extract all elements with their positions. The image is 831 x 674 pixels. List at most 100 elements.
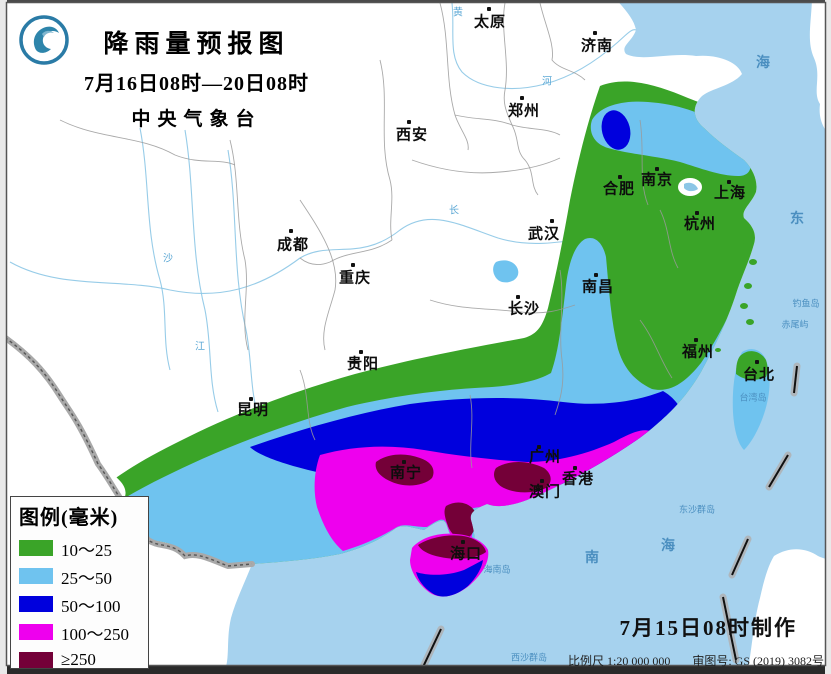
dash-segment [722,596,737,661]
city-label-长沙: 长沙 [507,300,541,318]
city-dot-武汉 [550,219,554,223]
hainan-island [410,533,489,597]
legend-label: 25～50 [61,568,112,588]
river-label-长: 长 [449,205,459,217]
title-block: 降雨量预报图 7月16日08时—20日08时 中央气象台 [84,24,309,131]
legend-row: 100～250 [19,618,148,646]
taiwan-island [732,349,770,450]
legend-row: 10～25 [19,534,148,562]
dash-segment [731,538,749,576]
river-label-江: 江 [195,341,205,353]
frame-left [0,0,7,674]
rain-250-leizhou-blob [444,502,476,540]
legend-row: 50～100 [19,590,148,618]
frame-top [0,0,831,3]
city-label-福州: 福州 [681,343,715,361]
legend-label: 50～100 [61,596,121,616]
map-valid-period: 7月16日08时—20日08时 [84,73,309,95]
city-dot-福州 [694,338,698,342]
cma-logo-icon [19,15,69,65]
city-dot-成都 [289,229,293,233]
map-neatline [5,1,827,667]
city-label-杭州: 杭州 [683,215,717,233]
issuing-agency: 中央气象台 [131,109,262,130]
national-border-dots [7,338,253,567]
rain-250-nanning-blob [375,454,434,486]
legend-swatch-10-25 [19,540,53,556]
city-label-南京: 南京 [640,171,674,189]
city-dot-太原 [487,7,491,11]
map-title: 降雨量预报图 [103,31,290,58]
city-label-合肥: 合肥 [602,180,636,198]
city-label-重庆: 重庆 [338,269,372,287]
dash-segment [422,628,442,665]
city-label-成都: 成都 [276,236,310,254]
city-label-昆明: 昆明 [236,401,270,419]
frame-right [825,0,831,674]
geo-label-西沙群岛: 西沙群岛 [510,652,548,663]
province-borders [59,3,679,469]
city-dot-西安 [407,120,411,124]
legend-swatch-25-50 [19,568,53,584]
legend-title: 图例(毫米) [19,507,119,529]
dash-segment [768,454,789,488]
dash-segment [793,365,798,394]
philippines-land [748,549,825,665]
city-label-台北: 台北 [742,366,776,384]
city-dot-昆明 [249,397,253,401]
korea-land [809,3,825,130]
city-dot-香港 [573,466,577,470]
city-label-西安: 西安 [395,126,429,144]
city-label-南昌: 南昌 [581,278,615,296]
city-dot-广州 [537,445,541,449]
dongting-lake [493,260,519,283]
city-dot-合肥 [618,175,622,179]
rain-250-pearl-blob [494,462,551,493]
rain-50-100-north-blob [601,110,631,150]
geo-label-台湾岛: 台湾岛 [739,392,767,403]
legend-row: 25～50 [19,562,148,590]
coastal-islets [715,239,757,352]
geo-label-赤尾屿: 赤尾屿 [781,319,809,330]
city-dot-海口 [461,540,465,544]
legend-swatch-250 [19,652,53,668]
city-label-郑州: 郑州 [507,102,541,120]
city-dot-南京 [655,167,659,171]
legend-swatch-50-100 [19,596,53,612]
city-label-济南: 济南 [580,37,614,55]
legend-label: 10～25 [61,540,112,560]
sea-label-南: 南 [585,551,599,566]
frame-bottom [0,665,831,674]
city-label-贵阳: 贵阳 [346,355,380,373]
geo-label-东沙群岛: 东沙群岛 [678,504,716,515]
scale-line: 比例尺 1:20 000 000 审图号: GS (2019) 3082号 [568,652,824,669]
city-dot-杭州 [695,211,699,215]
city-dot-郑州 [520,96,524,100]
legend-swatch-100-250 [19,624,53,640]
city-dot-澳门 [540,479,544,483]
city-dot-南宁 [402,460,406,464]
city-label-上海: 上海 [713,184,747,202]
city-label-广州: 广州 [528,448,562,466]
sea-label-海: 海 [661,539,675,554]
sea-label-海: 海 [756,56,770,71]
city-label-太原: 太原 [473,13,507,31]
issue-time-label: 7月15日08时制作 [619,616,797,640]
sea-label-东: 东 [790,212,804,227]
legend-box: 图例(毫米) 10～25 25～50 50～100 100～250 ≥250 [10,496,149,669]
city-label-武汉: 武汉 [527,225,561,243]
scale-label: 比例尺 1:20 000 000 [568,654,671,668]
geo-label-海南岛: 海南岛 [483,564,511,575]
city-dot-台北 [755,360,759,364]
river-label-沙: 沙 [163,253,173,265]
city-label-南宁: 南宁 [389,464,423,482]
taihu-lake-water [684,182,698,192]
city-dot-南昌 [594,273,598,277]
city-dot-上海 [727,180,731,184]
legend-label: 100～250 [61,624,129,644]
city-dot-长沙 [516,295,520,299]
approval-number: 审图号: GS (2019) 3082号 [692,654,825,668]
legend-row: ≥250 [19,646,148,674]
